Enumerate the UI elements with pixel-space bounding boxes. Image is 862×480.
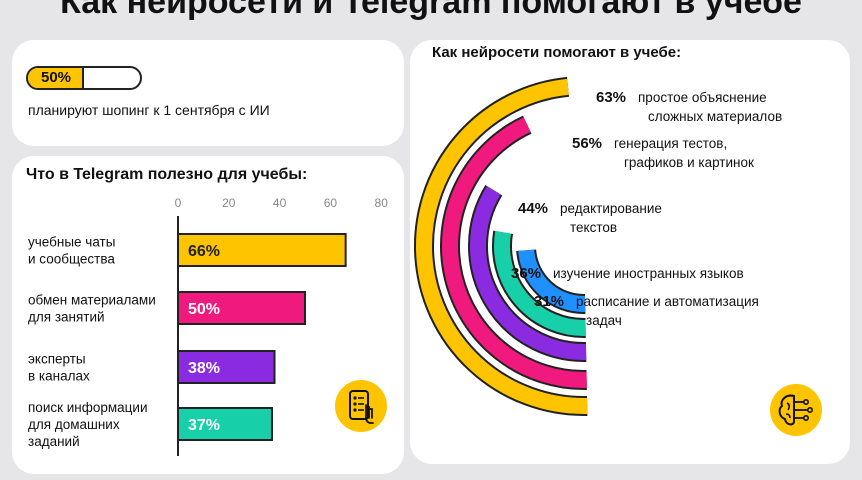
radial-bar (494, 231, 586, 336)
ai-radial-chart: 63% простое объяснение сложных материалов 5… (414, 76, 822, 436)
category-label: учебные чаты и сообщества (28, 235, 115, 267)
arc-value-label: 31% (534, 293, 564, 310)
arc-value-label: 36% (511, 265, 541, 282)
plan-percent-label: 50% (40, 69, 72, 86)
bar-value-label: 37% (188, 417, 220, 434)
bar (177, 291, 306, 325)
arc-category-label: редактирование текстов (560, 201, 662, 235)
bar-value-label: 50% (188, 301, 220, 318)
phone-touch-icon (335, 380, 387, 432)
arc-category-label: расписание и автоматизация задач (576, 294, 759, 328)
telegram-chart-title: Что в Telegram полезно для учебы: (26, 166, 308, 183)
plan-progress-fill (28, 68, 84, 88)
category-label: эксперты в каналах (28, 352, 90, 384)
x-tick-label: 60 (324, 196, 338, 210)
category-label: обмен материалами для занятий (28, 293, 156, 325)
arc-category-label: генерация тестов, графиков и картинок (614, 136, 754, 170)
arc-value-label: 44% (518, 200, 548, 217)
radial-bar (416, 78, 588, 414)
brain-circuit-icon (770, 384, 822, 436)
telegram-card: Что в Telegram полезно для учебы: 0 20 40 6… (12, 156, 404, 474)
radial-bar (442, 117, 587, 388)
category-label: поиск информации для домашних заданий (28, 400, 148, 449)
page-title: Как нейросети и Telegram помогают в учеб… (60, 0, 802, 21)
x-tick-label: 20 (222, 196, 236, 210)
plan-progress-pill: 50% (26, 66, 142, 90)
radial-bar (518, 249, 586, 312)
bar-value-label: 38% (188, 360, 220, 377)
bar-value-label: 66% (188, 243, 220, 260)
arc-value-label: 56% (572, 135, 602, 152)
arc-category-label: простое объяснение сложных материалов (638, 90, 782, 124)
ai-card: Как нейросети помогают в учебе: 63% прост… (410, 40, 850, 464)
x-tick-label: 80 (375, 196, 389, 210)
x-tick-label: 0 (175, 196, 182, 210)
bar (177, 407, 273, 441)
x-tick-label: 40 (273, 196, 287, 210)
plan-caption: планируют шопинг к 1 сентября с ИИ (28, 102, 270, 118)
shopping-plan-card: 50% планируют шопинг к 1 сентября с ИИ (12, 40, 404, 146)
telegram-bar-chart: 0 20 40 60 80 66% учебные чаты и сообщества 50% о… (28, 196, 389, 456)
bar (177, 350, 276, 384)
ai-chart-title: Как нейросети помогают в учебе: (432, 44, 682, 61)
radial-bar (470, 186, 587, 360)
arc-value-label: 63% (596, 89, 626, 106)
arc-category-label: изучение иностранных языков (553, 266, 744, 281)
bar (177, 233, 347, 267)
